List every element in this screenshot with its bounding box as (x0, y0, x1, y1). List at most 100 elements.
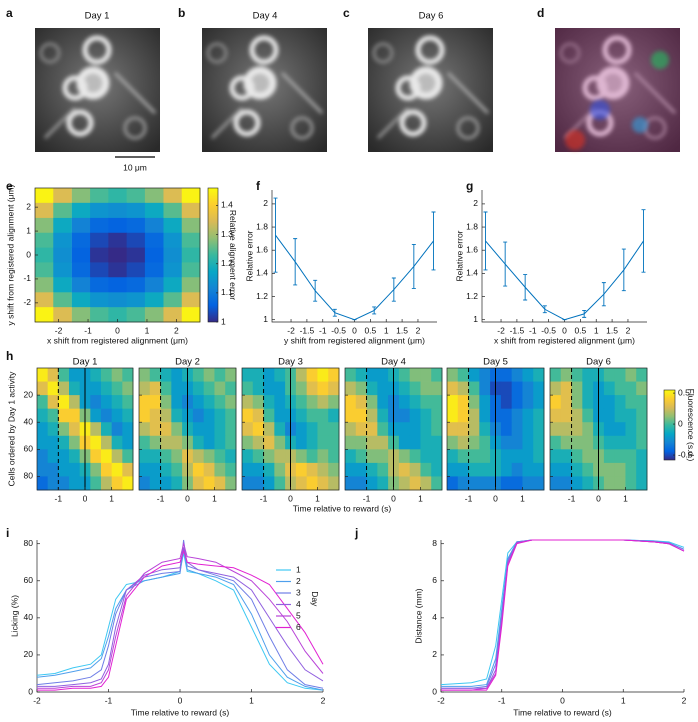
heatmap-cell (355, 381, 367, 396)
heatmap-cell (431, 381, 443, 396)
heatmap-cell (431, 435, 443, 450)
x-tick-label: 1 (418, 493, 423, 503)
y-axis-label: Licking (%) (9, 595, 19, 637)
heatmap-cell (500, 395, 513, 410)
heatmap-cell (409, 462, 421, 477)
heatmap-cell (420, 395, 432, 410)
heatmap-cell (377, 462, 389, 477)
heatmap-cell (603, 449, 616, 464)
heatmap-cell (108, 188, 128, 204)
heatmap-cell (550, 368, 562, 382)
heatmap-cell (37, 368, 49, 382)
heatmap-cell (522, 395, 534, 410)
heatmap-cell (160, 449, 172, 464)
heatmap-cell (420, 476, 432, 491)
error-bar (483, 211, 488, 271)
heatmap-cell (101, 476, 113, 491)
heatmap-cell (420, 408, 432, 423)
heatmap-cell (37, 408, 49, 423)
heatmap-cell (636, 381, 648, 396)
heatmap-cell (181, 307, 201, 323)
heatmap-cell (447, 476, 459, 491)
heatmap-cell (47, 435, 59, 450)
x-tick-label: 1 (520, 493, 525, 503)
heatmap-cell (409, 395, 421, 410)
heatmap-cell (614, 476, 626, 491)
heatmap-cell (511, 395, 523, 410)
heatmap-cell (47, 462, 59, 477)
heatmap-cell (533, 408, 545, 423)
heatmap-cell (203, 381, 215, 396)
heatmap-cell (181, 247, 201, 263)
x-tick-label: -1 (529, 325, 537, 335)
heatmap-cell (69, 476, 81, 491)
legend-label: 5 (296, 610, 301, 620)
heatmap-cell (160, 422, 172, 437)
x-tick-label: 0 (288, 493, 293, 503)
heatmap-cell (252, 422, 264, 437)
heatmap-cell (214, 422, 226, 437)
colorbar-tick-label: 1.2 (221, 258, 233, 268)
heatmap-cell (58, 368, 70, 382)
heatmap-cell (214, 381, 226, 396)
heatmap-cell (252, 408, 264, 423)
error-bar (391, 277, 396, 302)
subplot-title: Day 4 (381, 357, 406, 368)
heatmap-cell (366, 449, 378, 464)
heatmap-cell (53, 307, 72, 323)
error-bar (313, 279, 318, 302)
heatmap-cell (522, 476, 534, 491)
x-axis-label: x shift from registered alignment (μm) (494, 335, 635, 345)
heatmap-cell (149, 435, 161, 450)
heatmap-cell (328, 408, 340, 423)
x-tick-label: 1 (212, 493, 217, 503)
heatmap-cell (108, 217, 128, 234)
legend-label: 4 (296, 599, 301, 609)
x-tick-label: 0 (560, 695, 565, 705)
heatmap-cell (603, 422, 616, 437)
heatmap-cell (355, 449, 367, 464)
heatmap-cell (355, 435, 367, 450)
heatmap-cell (345, 395, 357, 410)
heatmap-cell (625, 395, 637, 410)
heatmap-cell (160, 462, 172, 477)
heatmap-cell (149, 422, 161, 437)
heatmap-cell (468, 368, 480, 382)
line (37, 547, 324, 687)
heatmap-cell (409, 422, 421, 437)
heatmap-cell (582, 476, 594, 491)
heatmap-cell (225, 435, 237, 450)
y-tick-label: 1 (26, 225, 31, 235)
heatmap-cell (377, 395, 389, 410)
heatmap-cell (90, 217, 109, 234)
heatmap-cell (409, 381, 421, 396)
heatmap-cell (149, 368, 161, 382)
heatmap-cell (149, 449, 161, 464)
x-tick-label: -1 (260, 493, 268, 503)
heatmap-cell (192, 381, 205, 396)
heatmap-cell (431, 422, 443, 437)
x-tick-label: -2 (33, 695, 41, 705)
heatmap-cell (560, 381, 572, 396)
heatmap-cell (203, 462, 215, 477)
heatmap-cell (274, 422, 286, 437)
heatmap-cell (263, 462, 275, 477)
heatmap-cell (122, 476, 134, 491)
heatmap-cell (560, 449, 572, 464)
heatmap-cell (90, 202, 109, 219)
heatmap-cell (203, 408, 215, 423)
heatmap-cell (126, 307, 146, 323)
y-axis-label: Distance (mm) (413, 588, 423, 643)
heatmap-cell (636, 368, 648, 382)
heatmap-cell (431, 476, 443, 491)
x-tick-label: 0 (185, 493, 190, 503)
line (37, 541, 324, 689)
heatmap-cell (468, 395, 480, 410)
heatmap-cell (71, 232, 91, 248)
heatmap-cell (479, 408, 491, 423)
axes (481, 190, 647, 323)
x-tick-label: -2 (437, 695, 445, 705)
heatmap-cell (263, 368, 275, 382)
heatmap-cell (636, 476, 648, 491)
heatmap-cell (317, 462, 329, 477)
